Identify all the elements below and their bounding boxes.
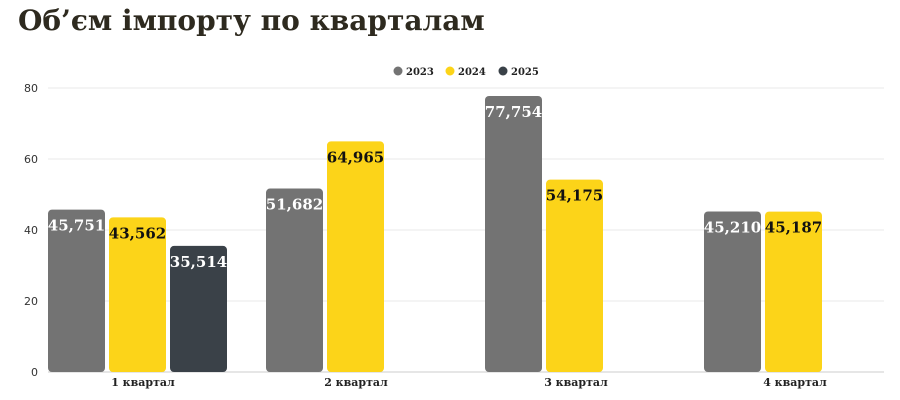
y-tick-label: 40 (24, 224, 38, 237)
x-category-label: 4 квартал (763, 376, 827, 389)
y-tick-label: 0 (31, 366, 38, 379)
bar-2023 (704, 211, 761, 372)
bar-2025 (170, 245, 227, 372)
data-label: 43,562 (109, 224, 166, 242)
data-label: 51,682 (266, 196, 323, 214)
data-label: 35,514 (170, 253, 227, 271)
data-label: 77,754 (485, 103, 542, 121)
bar-2024 (327, 141, 384, 372)
legend-label-2025: 2025 (511, 67, 539, 78)
data-label: 64,965 (327, 148, 384, 166)
data-label: 54,175 (546, 187, 603, 205)
chart-title: Об’єм імпорту по кварталам (18, 4, 485, 37)
bar-2023 (485, 95, 542, 372)
bar-2024 (765, 211, 822, 372)
bar-2024 (109, 217, 166, 372)
data-label: 45,751 (48, 217, 105, 235)
y-tick-label: 80 (24, 82, 38, 95)
data-label: 45,210 (704, 219, 761, 237)
bar-2023 (266, 188, 323, 372)
legend-label-2024: 2024 (458, 67, 486, 78)
x-category-label: 3 квартал (544, 376, 608, 389)
y-tick-label: 60 (24, 153, 38, 166)
y-tick-label: 20 (24, 295, 38, 308)
x-category-label: 1 квартал (111, 376, 175, 389)
legend-label-2023: 2023 (406, 67, 434, 78)
bar-2023 (48, 209, 105, 372)
legend-marker-2023 (393, 66, 403, 76)
x-category-label: 2 квартал (324, 376, 388, 389)
bar-2024 (546, 179, 603, 372)
legend-marker-2025 (498, 66, 508, 76)
legend-marker-2024 (445, 66, 455, 76)
data-label: 45,187 (765, 219, 822, 237)
